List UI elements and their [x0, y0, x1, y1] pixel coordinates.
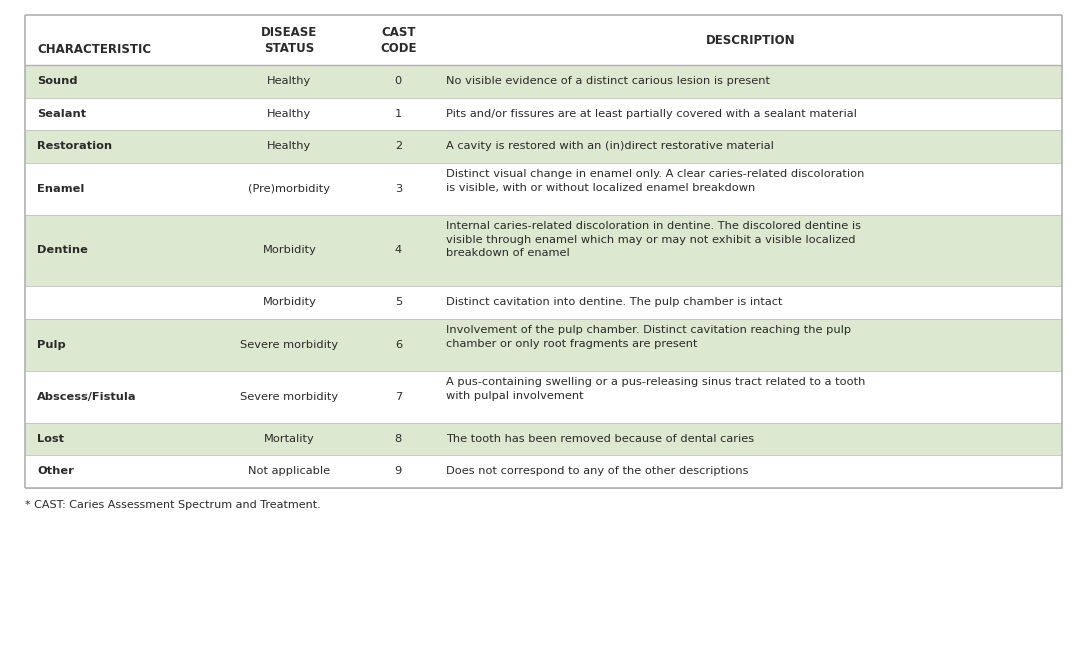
Text: (Pre)morbidity: (Pre)morbidity — [249, 184, 330, 194]
Text: A pus-containing swelling or a pus-releasing sinus tract related to a tooth
with: A pus-containing swelling or a pus-relea… — [446, 377, 865, 401]
Text: DESCRIPTION: DESCRIPTION — [707, 34, 796, 47]
Text: 7: 7 — [395, 391, 402, 401]
Text: Not applicable: Not applicable — [248, 467, 330, 476]
Text: Distinct visual change in enamel only. A clear caries-related discoloration
is v: Distinct visual change in enamel only. A… — [446, 169, 864, 192]
Text: CAST
CODE: CAST CODE — [380, 26, 416, 55]
Text: Sound: Sound — [37, 76, 77, 86]
Bar — [25, 318, 1062, 370]
Text: CHARACTERISTIC: CHARACTERISTIC — [37, 43, 151, 56]
Text: Healthy: Healthy — [267, 76, 312, 86]
Text: Healthy: Healthy — [267, 141, 312, 152]
Bar — [25, 286, 1062, 318]
Text: 2: 2 — [395, 141, 402, 152]
Text: The tooth has been removed because of dental caries: The tooth has been removed because of de… — [446, 434, 754, 444]
Text: 1: 1 — [395, 109, 402, 119]
Text: Internal caries-related discoloration in dentine. The discolored dentine is
visi: Internal caries-related discoloration in… — [446, 221, 861, 258]
Text: Enamel: Enamel — [37, 184, 85, 194]
Text: Other: Other — [37, 467, 74, 476]
Text: 6: 6 — [395, 339, 402, 349]
Text: Mortality: Mortality — [264, 434, 315, 444]
Text: 3: 3 — [395, 184, 402, 194]
Bar — [25, 15, 1062, 65]
Bar — [25, 98, 1062, 130]
Text: 5: 5 — [395, 297, 402, 307]
Text: Involvement of the pulp chamber. Distinct cavitation reaching the pulp
chamber o: Involvement of the pulp chamber. Distinc… — [446, 325, 851, 349]
Text: 0: 0 — [395, 76, 402, 86]
Text: Does not correspond to any of the other descriptions: Does not correspond to any of the other … — [446, 467, 748, 476]
Text: A cavity is restored with an (in)direct restorative material: A cavity is restored with an (in)direct … — [446, 141, 774, 152]
Text: 4: 4 — [395, 245, 402, 255]
Text: Distinct cavitation into dentine. The pulp chamber is intact: Distinct cavitation into dentine. The pu… — [446, 297, 783, 307]
Bar — [25, 130, 1062, 163]
Text: 9: 9 — [395, 467, 402, 476]
Text: Healthy: Healthy — [267, 109, 312, 119]
Text: 8: 8 — [395, 434, 402, 444]
Text: Morbidity: Morbidity — [262, 297, 316, 307]
Text: Morbidity: Morbidity — [262, 245, 316, 255]
Bar — [25, 65, 1062, 98]
Text: Sealant: Sealant — [37, 109, 86, 119]
Text: Pits and/or fissures are at least partially covered with a sealant material: Pits and/or fissures are at least partia… — [446, 109, 857, 119]
Text: Severe morbidity: Severe morbidity — [240, 391, 338, 401]
Text: Severe morbidity: Severe morbidity — [240, 339, 338, 349]
Text: * CAST: Caries Assessment Spectrum and Treatment.: * CAST: Caries Assessment Spectrum and T… — [25, 500, 321, 509]
Text: Lost: Lost — [37, 434, 64, 444]
Bar — [25, 422, 1062, 455]
Text: DISEASE
STATUS: DISEASE STATUS — [261, 26, 317, 55]
Bar — [25, 370, 1062, 422]
Bar — [25, 163, 1062, 215]
Text: Restoration: Restoration — [37, 141, 112, 152]
Bar — [25, 215, 1062, 286]
Text: Pulp: Pulp — [37, 339, 65, 349]
Bar — [25, 455, 1062, 488]
Text: Dentine: Dentine — [37, 245, 88, 255]
Text: No visible evidence of a distinct carious lesion is present: No visible evidence of a distinct cariou… — [446, 76, 770, 86]
Text: Abscess/Fistula: Abscess/Fistula — [37, 391, 137, 401]
